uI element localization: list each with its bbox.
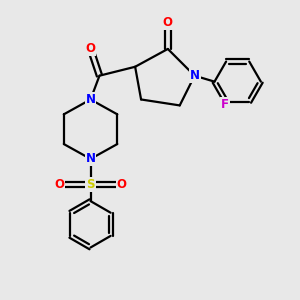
Text: N: N: [85, 152, 96, 165]
Text: N: N: [190, 69, 200, 82]
Text: O: O: [163, 16, 173, 29]
Text: O: O: [117, 178, 127, 191]
Text: F: F: [220, 98, 229, 111]
Text: O: O: [54, 178, 64, 191]
Text: O: O: [85, 42, 96, 56]
Text: S: S: [86, 178, 95, 191]
Text: N: N: [85, 93, 96, 106]
